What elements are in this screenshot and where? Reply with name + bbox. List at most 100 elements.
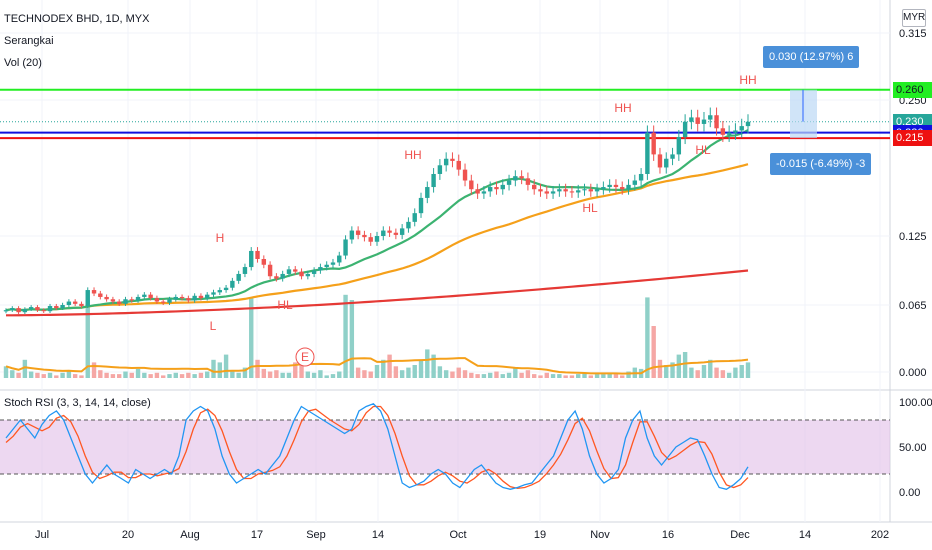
candle-body xyxy=(217,290,222,293)
candle-body xyxy=(506,180,512,185)
volume-bar xyxy=(500,374,505,378)
volume-bar xyxy=(733,367,738,378)
candle-body xyxy=(324,264,329,268)
volume-bar xyxy=(664,365,669,378)
volume-bar xyxy=(601,374,606,378)
volume-bar xyxy=(525,370,531,378)
candle-body xyxy=(550,191,556,194)
candle-body xyxy=(22,309,28,313)
candle-body xyxy=(305,273,311,277)
candle-body xyxy=(374,236,380,242)
candle-body xyxy=(98,293,103,297)
candle-body xyxy=(3,310,9,312)
ma-orange-line xyxy=(5,163,749,312)
candle-body xyxy=(462,169,468,181)
candle-body xyxy=(72,301,78,304)
volume-bar xyxy=(399,370,405,378)
volume-bar xyxy=(299,354,304,378)
candle-body xyxy=(167,299,172,303)
time-tick-label: 14 xyxy=(372,529,384,541)
candle-body xyxy=(355,230,361,235)
currency-badge[interactable]: MYR xyxy=(902,9,926,27)
volume-bar xyxy=(116,374,122,378)
candle-body xyxy=(148,294,153,299)
rsi-k-line xyxy=(5,403,749,490)
volume-bar xyxy=(739,365,744,378)
rsi-band xyxy=(0,420,890,474)
candle-body xyxy=(142,294,147,297)
candle-body xyxy=(475,189,480,194)
stoch-rsi-label[interactable]: Stoch RSI (3, 3, 14, 14, close) xyxy=(4,397,151,409)
candle-body xyxy=(620,187,625,190)
volume-bar xyxy=(91,362,97,378)
candle-body xyxy=(79,303,84,307)
volume-bar xyxy=(16,372,21,378)
volume-bar xyxy=(280,372,285,378)
volume-bar xyxy=(626,371,631,378)
candle-body xyxy=(525,178,531,185)
volume-bar xyxy=(293,362,298,378)
volume-bar xyxy=(305,371,311,378)
volume-bar xyxy=(54,375,59,378)
candle-body xyxy=(412,213,417,222)
volume-bar xyxy=(582,372,587,378)
candle-body xyxy=(563,189,568,192)
volume-bar xyxy=(682,352,688,378)
volume-bar xyxy=(85,300,90,378)
price-tag: 0.260 xyxy=(893,81,932,98)
volume-bar xyxy=(217,362,222,378)
pattern-label: E xyxy=(301,350,309,364)
volume-bar xyxy=(418,359,424,378)
volume-bar xyxy=(223,354,229,378)
volume-bar xyxy=(701,365,707,378)
volume-bar xyxy=(720,370,726,378)
volume-bar xyxy=(412,365,417,378)
volume-bar xyxy=(381,359,386,378)
candle-body xyxy=(286,269,292,274)
candle-body xyxy=(362,234,367,238)
volume-bar xyxy=(708,359,713,378)
candle-body xyxy=(267,264,273,277)
time-tick-label: Aug xyxy=(180,529,200,541)
volume-bar xyxy=(179,374,185,378)
candle-body xyxy=(123,299,128,304)
volume-bar xyxy=(205,371,210,378)
volume-bar xyxy=(135,368,141,378)
candle-body xyxy=(714,115,719,129)
candle-body xyxy=(733,130,738,133)
volume-bar xyxy=(148,374,153,378)
pattern-label: HH xyxy=(404,148,421,162)
indicator-volume-label[interactable]: Vol (20) xyxy=(4,57,42,69)
volume-bar xyxy=(544,372,549,378)
volume-bar xyxy=(236,372,241,378)
candle-body xyxy=(557,189,562,192)
rsi-tick-label: 50.00 xyxy=(899,442,927,454)
volume-bar xyxy=(337,371,342,378)
volume-bar xyxy=(519,372,524,378)
volume-bar xyxy=(431,354,436,378)
volume-bar xyxy=(557,374,562,378)
candle-body xyxy=(569,191,575,193)
candle-body xyxy=(186,298,191,301)
volume-bar xyxy=(726,372,732,378)
price-tick-label: 0.065 xyxy=(899,300,927,312)
time-tick-label: Dec xyxy=(730,529,750,541)
earnings-marker xyxy=(295,347,315,367)
candle-body xyxy=(35,307,40,311)
candle-body xyxy=(337,255,342,263)
candle-body xyxy=(576,190,581,193)
volume-bar xyxy=(330,374,336,378)
indicator-serangkai-label[interactable]: Serangkai xyxy=(4,35,54,47)
price-tick-label: 0.250 xyxy=(899,95,927,107)
symbol-title[interactable]: TECHNODEX BHD, 1D, MYX xyxy=(4,13,150,25)
time-tick-label: 16 xyxy=(662,529,674,541)
volume-bar xyxy=(154,372,160,378)
volume-bar xyxy=(123,371,128,378)
volume-bar xyxy=(487,372,493,378)
candle-body xyxy=(161,301,166,303)
volume-bar xyxy=(173,372,178,378)
candle-body xyxy=(16,308,21,313)
rsi-tick-label: 0.00 xyxy=(899,487,920,499)
candle-body xyxy=(255,250,260,259)
